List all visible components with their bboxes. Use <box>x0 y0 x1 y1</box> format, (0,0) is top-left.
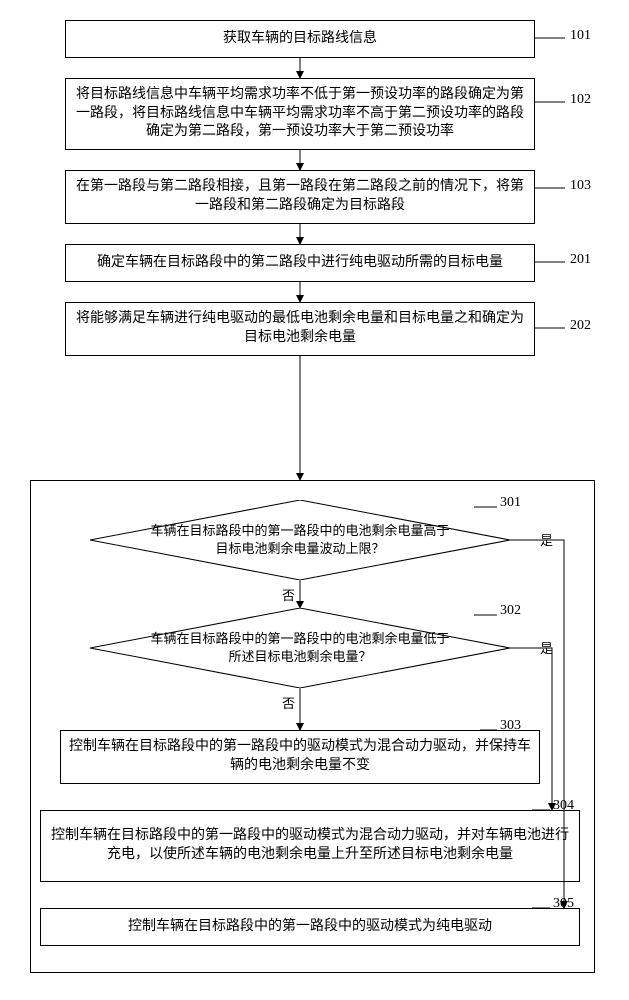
edge-label-yes1: 是 <box>540 530 553 549</box>
flow-box-b305: 控制车辆在目标路段中的第一路段中的驱动模式为纯电驱动 <box>40 908 580 946</box>
step-number-n303: 303 <box>500 718 521 734</box>
flow-box-text: 控制车辆在目标路段中的第一路段中的驱动模式为混合动力驱动，并对车辆电池进行充电，… <box>49 827 571 865</box>
flow-box-b201: 确定车辆在目标路段中的第二路段中进行纯电驱动所需的目标电量 <box>65 244 535 282</box>
step-number-n301: 301 <box>500 495 521 511</box>
flow-box-b103: 在第一路段与第二路段相接，且第一路段在第二路段之前的情况下，将第一路段和第二路段… <box>65 170 535 224</box>
step-number-n302: 302 <box>500 603 521 619</box>
flow-diamond-d301: 车辆在目标路段中的第一路段中的电池剩余电量高于目标电池剩余电量波动上限？ <box>90 500 510 580</box>
edge-label-no2: 否 <box>282 693 295 712</box>
flow-box-b101: 获取车辆的目标路线信息 <box>65 20 535 58</box>
step-number-n201: 201 <box>570 252 591 268</box>
flow-diamond-text: 车辆在目标路段中的第一路段中的电池剩余电量低于所述目标电池剩余电量？ <box>90 608 510 688</box>
step-number-n305: 305 <box>553 896 574 912</box>
step-number-n102: 102 <box>570 92 591 108</box>
flow-box-b202: 将能够满足车辆进行纯电驱动的最低电池剩余电量和目标电量之和确定为目标电池剩余电量 <box>65 302 535 356</box>
step-number-n202: 202 <box>570 318 591 334</box>
step-number-n304: 304 <box>553 798 574 814</box>
flow-box-text: 确定车辆在目标路段中的第二路段中进行纯电驱动所需的目标电量 <box>97 254 503 273</box>
flow-box-text: 在第一路段与第二路段相接，且第一路段在第二路段之前的情况下，将第一路段和第二路段… <box>74 178 526 216</box>
flow-box-text: 控制车辆在目标路段中的第一路段中的驱动模式为纯电驱动 <box>128 918 492 937</box>
flow-box-b303: 控制车辆在目标路段中的第一路段中的驱动模式为混合动力驱动，并保持车辆的电池剩余电… <box>60 730 540 784</box>
edge-label-yes2: 是 <box>540 638 553 657</box>
flow-diamond-text: 车辆在目标路段中的第一路段中的电池剩余电量高于目标电池剩余电量波动上限？ <box>90 500 510 580</box>
flow-box-b102: 将目标路线信息中车辆平均需求功率不低于第一预设功率的路段确定为第一路段，将目标路… <box>65 78 535 150</box>
flow-box-text: 获取车辆的目标路线信息 <box>223 30 377 49</box>
flow-box-text: 控制车辆在目标路段中的第一路段中的驱动模式为混合动力驱动，并保持车辆的电池剩余电… <box>69 738 531 776</box>
flow-box-b304: 控制车辆在目标路段中的第一路段中的驱动模式为混合动力驱动，并对车辆电池进行充电，… <box>40 810 580 882</box>
flow-diamond-d302: 车辆在目标路段中的第一路段中的电池剩余电量低于所述目标电池剩余电量？ <box>90 608 510 688</box>
flow-box-text: 将目标路线信息中车辆平均需求功率不低于第一预设功率的路段确定为第一路段，将目标路… <box>74 86 526 143</box>
flow-box-text: 将能够满足车辆进行纯电驱动的最低电池剩余电量和目标电量之和确定为目标电池剩余电量 <box>74 310 526 348</box>
step-number-n103: 103 <box>570 178 591 194</box>
step-number-n101: 101 <box>570 28 591 44</box>
edge-label-no1: 否 <box>282 585 295 604</box>
